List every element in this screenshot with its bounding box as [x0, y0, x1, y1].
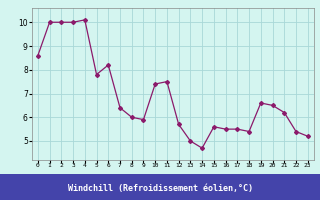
Text: Windchill (Refroidissement éolien,°C): Windchill (Refroidissement éolien,°C) [68, 184, 252, 193]
